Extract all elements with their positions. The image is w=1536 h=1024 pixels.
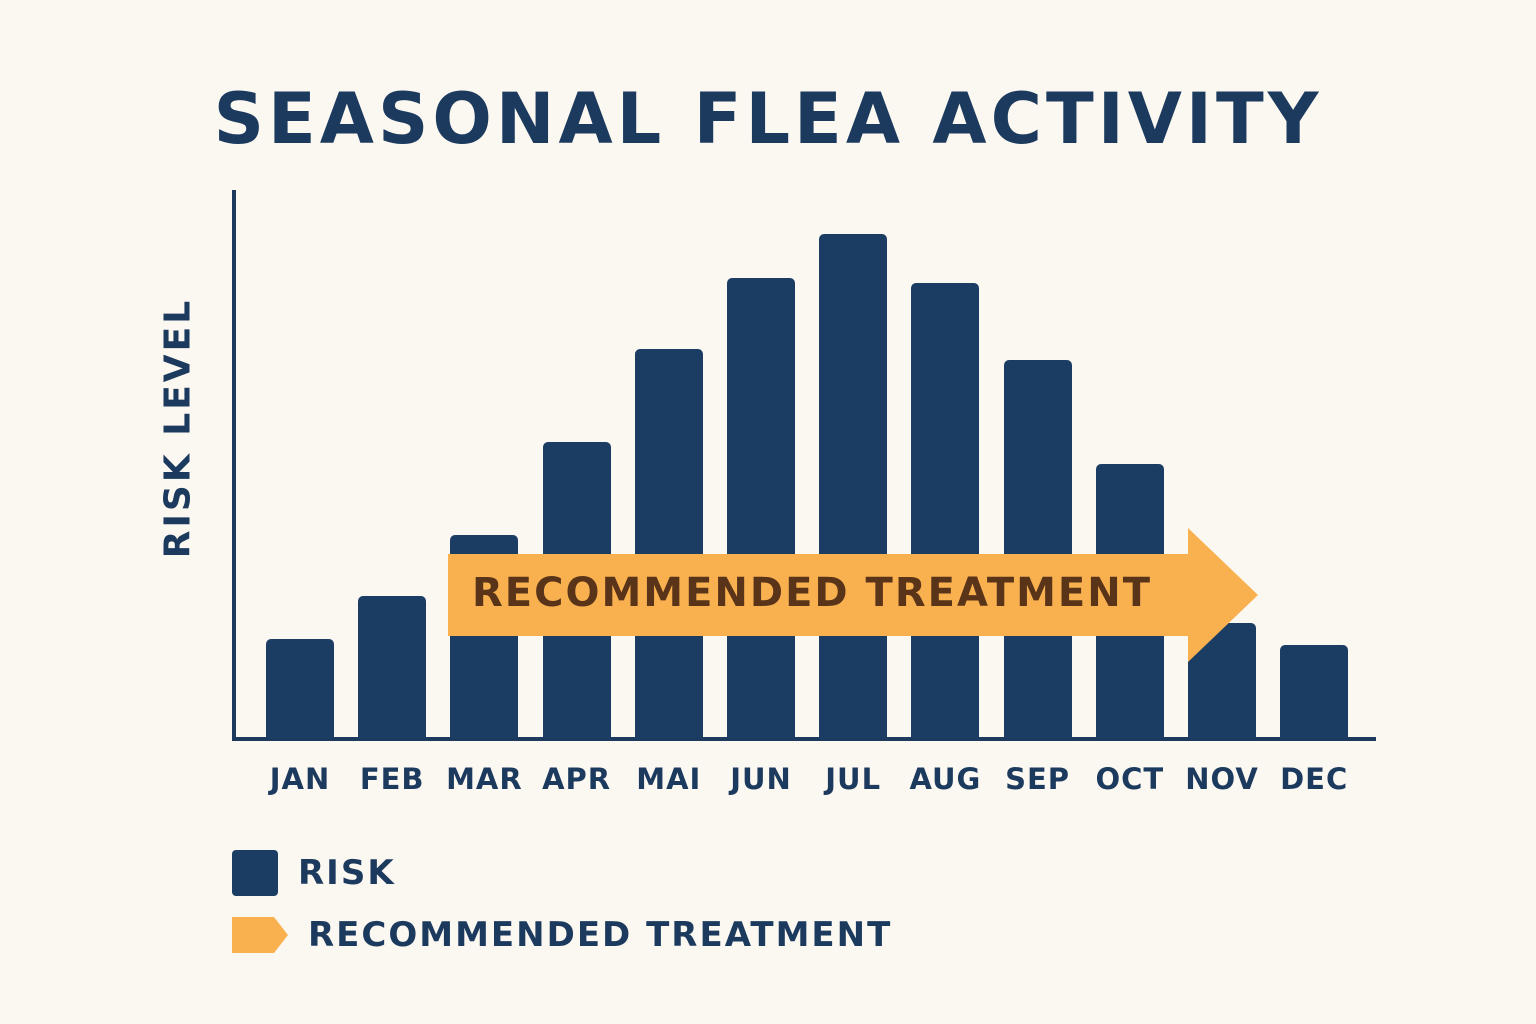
x-tick-label: MAR	[446, 762, 523, 796]
y-axis-label: RISK LEVEL	[157, 297, 199, 559]
x-tick-label: FEB	[359, 762, 425, 796]
x-tick-label: APR	[542, 762, 612, 796]
y-axis-line	[232, 190, 236, 741]
x-tick-label: NOV	[1185, 762, 1259, 796]
legend: RISK RECOMMENDED TREATMENT	[232, 848, 892, 972]
bar-sep	[1003, 359, 1072, 738]
x-tick-label: OCT	[1095, 762, 1165, 796]
legend-item-treatment: RECOMMENDED TREATMENT	[232, 910, 892, 960]
bar-aug	[911, 283, 980, 738]
bar-dec	[1280, 644, 1349, 738]
x-tick-label: AUG	[909, 762, 982, 796]
treatment-arrow	[448, 528, 1258, 662]
legend-label: RECOMMENDED TREATMENT	[308, 915, 893, 955]
legend-item-risk: RISK	[232, 848, 892, 898]
bar-jan	[266, 639, 334, 738]
x-tick-label: DEC	[1280, 762, 1349, 796]
bar-feb	[358, 595, 427, 738]
legend-label: RISK	[298, 853, 396, 893]
x-tick-label: JUN	[730, 762, 792, 796]
chart-title: SEASONAL FLEA ACTIVITY	[213, 78, 1323, 160]
arrow-shape-icon	[448, 528, 1258, 662]
bar-jul	[819, 233, 888, 738]
x-tick-label: JAN	[269, 762, 331, 796]
bar-jun	[727, 277, 795, 738]
x-tick-label: JUL	[825, 762, 882, 796]
treatment-arrow-label: RECOMMENDED TREATMENT	[472, 570, 1152, 616]
bar-mai	[634, 348, 703, 738]
treatment-arrow-swatch-icon	[232, 917, 288, 953]
x-tick-label: SEP	[1005, 762, 1071, 796]
x-axis-line	[232, 737, 1376, 741]
risk-swatch-icon	[232, 850, 278, 896]
x-tick-label: MAI	[636, 762, 702, 796]
